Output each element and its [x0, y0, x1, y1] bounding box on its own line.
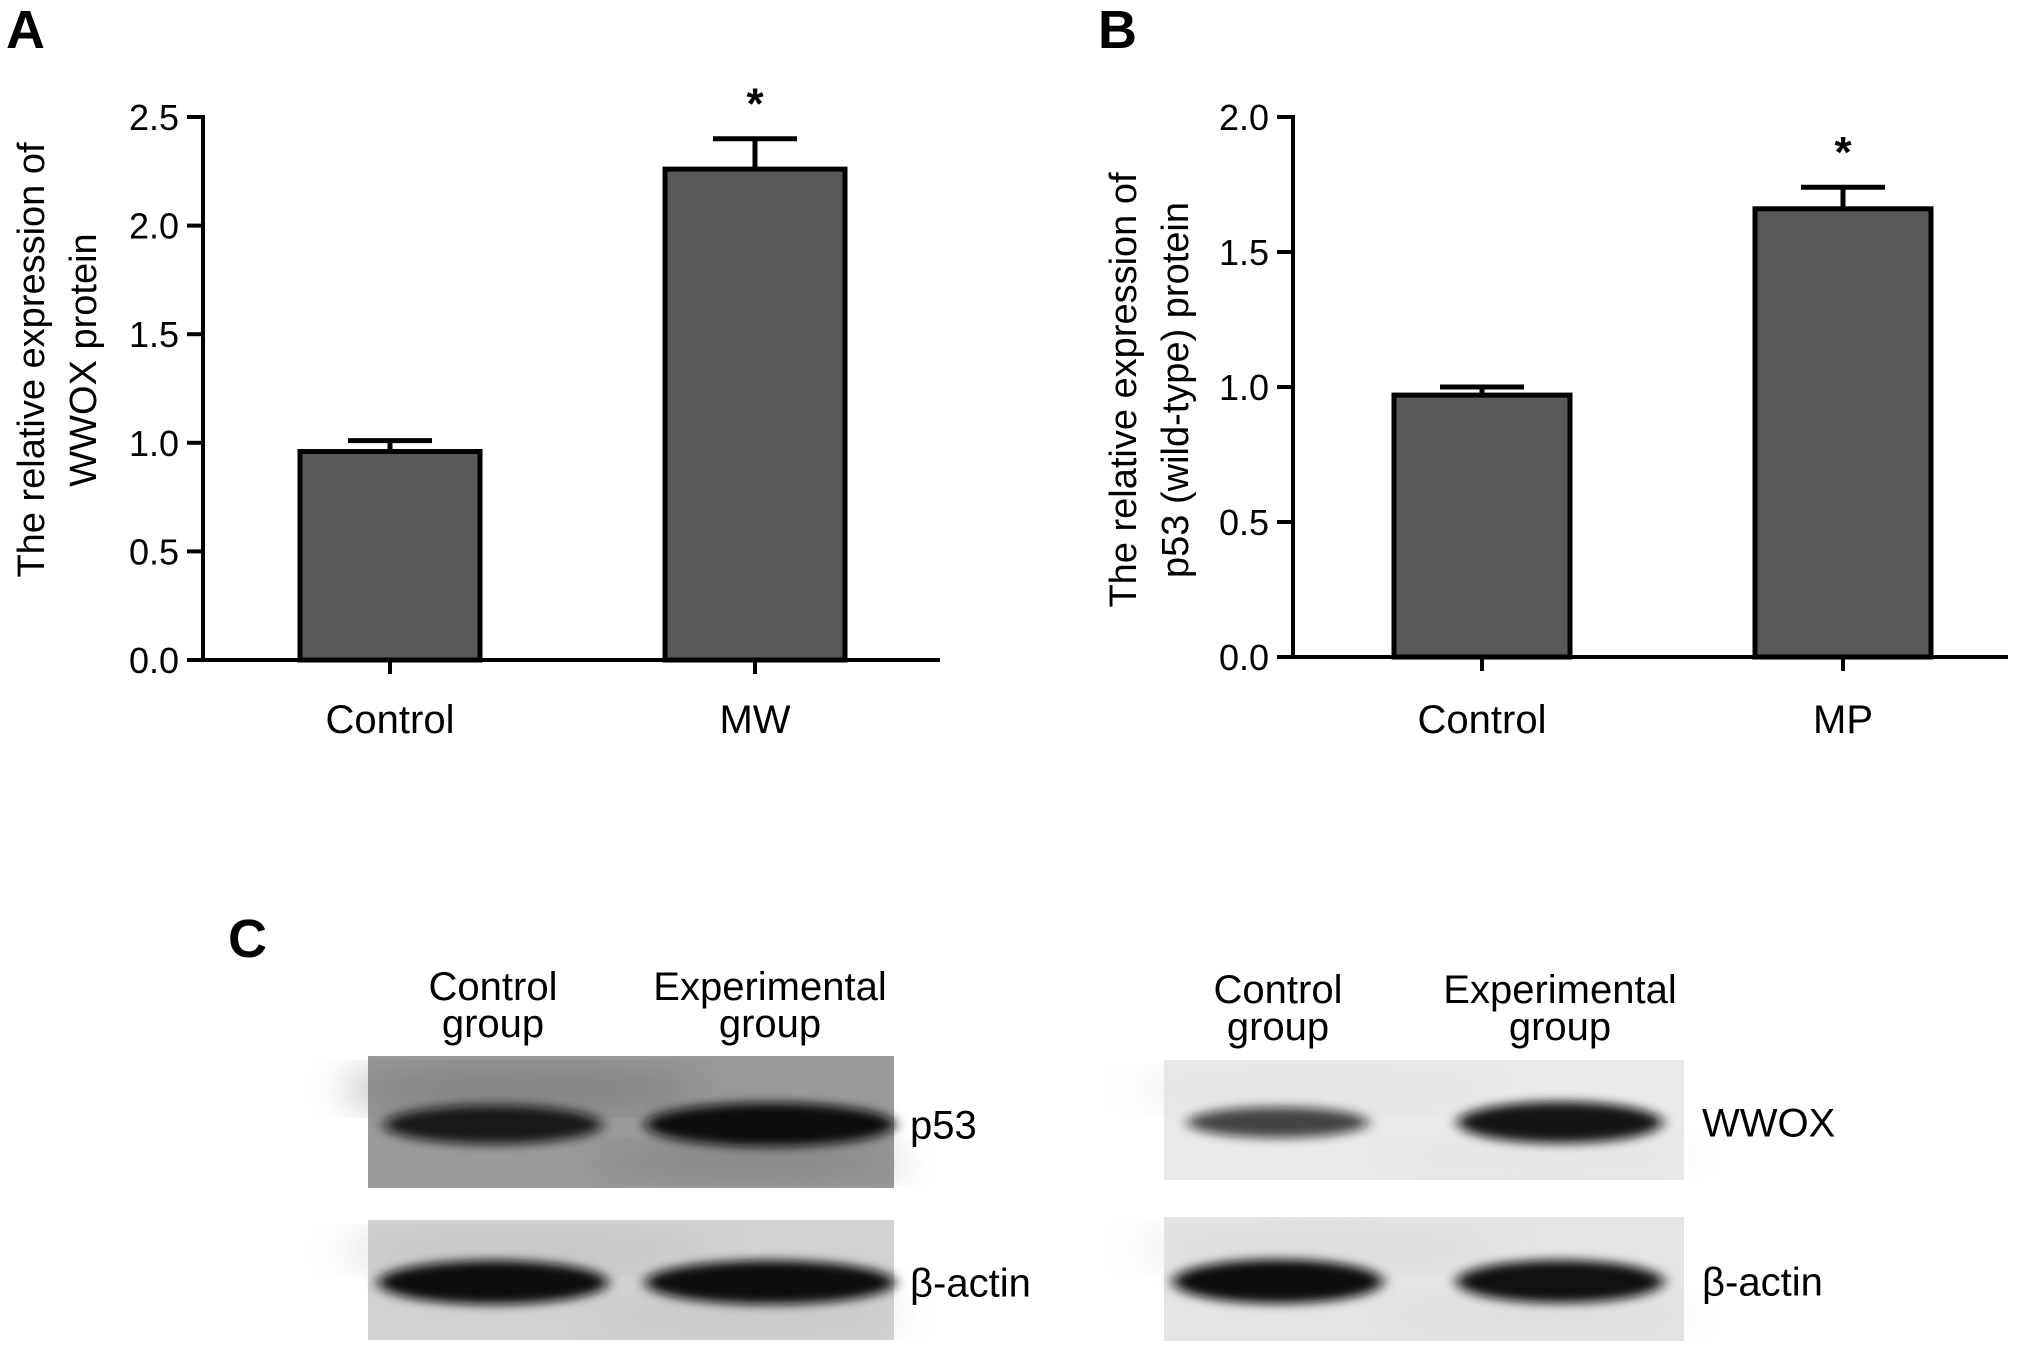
chart-a-ytick-label: 2.5	[129, 97, 179, 138]
blot-left-background-smudge	[588, 1141, 905, 1182]
chart-a-significance-star: *	[746, 80, 764, 129]
blot-right-background-smudge	[1382, 1297, 1695, 1335]
blot-right-background-smudge	[1138, 1225, 1502, 1271]
chart-a-ytick-label: 1.0	[129, 423, 179, 464]
chart-b-category-label: Control	[1418, 698, 1547, 742]
panel-label-c: C	[228, 909, 267, 969]
blot-right-background-smudge	[1138, 1068, 1502, 1112]
blot-left-band	[645, 1102, 895, 1147]
blot-left-background-smudge	[341, 1065, 710, 1113]
blot-right-lane1-label-line1: Control	[1214, 968, 1343, 1012]
chart-b-ytick-label: 1.5	[1219, 232, 1269, 273]
blot-left-band	[378, 1260, 608, 1305]
chart-a-category-label: Control	[326, 698, 455, 742]
chart-a: The relative expression of WWOX protein …	[11, 80, 940, 742]
chart-a-ytick-label: 1.5	[129, 314, 179, 355]
chart-b-category-label: MP	[1813, 698, 1873, 742]
chart-b-bar	[1752, 206, 1934, 660]
chart-a-ylabel-line2: WWOX protein	[63, 233, 105, 486]
blot-right-band-label: WWOX	[1702, 1101, 1835, 1145]
blot-left-band-label: p53	[910, 1104, 977, 1148]
blot-left-band	[645, 1260, 895, 1305]
chart-a-bar	[297, 448, 483, 663]
blot-right-band	[1173, 1259, 1383, 1304]
chart-b-ylabel-line1: The relative expression of	[1103, 172, 1145, 608]
blot-right-band-label: β-actin	[1702, 1260, 1823, 1304]
blot-right-lane2-label-line2: group	[1509, 1005, 1611, 1049]
blot-left-background-smudge	[341, 1228, 710, 1272]
chart-a-ytick-label: 2.0	[129, 206, 179, 247]
blot-left-band-label: β-actin	[910, 1261, 1031, 1305]
blot-right-lane2-label-line1: Experimental	[1443, 968, 1676, 1012]
chart-a-ytick-label: 0.5	[129, 531, 179, 572]
chart-b-ylabel-line2: p53 (wild-type) protein	[1155, 202, 1197, 578]
chart-a-bar	[662, 166, 848, 663]
western-blot-left: Control group Experimental group p53 β-ac…	[341, 965, 1031, 1340]
chart-b-ytick-label: 0.0	[1219, 637, 1269, 678]
blot-right-lane1-label-line2: group	[1227, 1005, 1329, 1049]
chart-b: The relative expression of p53 (wild-typ…	[1103, 97, 2008, 742]
chart-b-ytick-label: 0.5	[1219, 502, 1269, 543]
blot-right-background-smudge	[1382, 1138, 1695, 1174]
blot-left-lane1-label-line2: group	[442, 1002, 544, 1046]
chart-b-ytick-label: 2.0	[1219, 97, 1269, 138]
blot-left-band	[383, 1105, 603, 1145]
blot-right-band	[1457, 1101, 1663, 1144]
blot-right-band	[1187, 1107, 1369, 1138]
chart-a-category-label: MW	[719, 698, 790, 742]
chart-a-ytick-label: 0.0	[129, 640, 179, 681]
chart-b-significance-star: *	[1834, 128, 1852, 177]
chart-a-ylabel-line1: The relative expression of	[11, 142, 53, 578]
western-blot-right: Control group Experimental group WWOX β-a…	[1138, 968, 1835, 1341]
blot-right-band	[1456, 1260, 1664, 1303]
chart-b-ytick-label: 1.0	[1219, 367, 1269, 408]
chart-b-bar	[1391, 392, 1573, 660]
blot-left-lane1-label-line1: Control	[429, 965, 558, 1009]
panel-label-a: A	[6, 0, 45, 60]
blot-left-lane2-label-line1: Experimental	[653, 965, 886, 1009]
blot-left-lane2-label-line2: group	[719, 1002, 821, 1046]
panel-label-b: B	[1098, 0, 1137, 60]
blot-left-background-smudge	[588, 1298, 905, 1334]
